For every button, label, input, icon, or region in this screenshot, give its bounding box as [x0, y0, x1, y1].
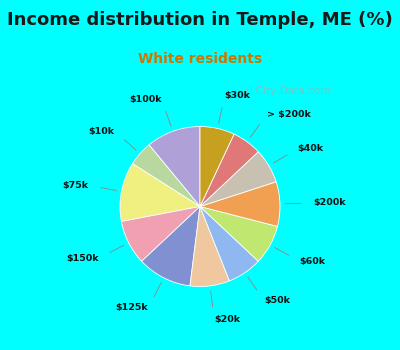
Text: White residents: White residents — [138, 52, 262, 66]
Text: Ⓢ City-Data.com: Ⓢ City-Data.com — [246, 86, 330, 96]
Text: $50k: $50k — [264, 296, 290, 305]
Text: $10k: $10k — [89, 127, 115, 136]
Wedge shape — [190, 206, 230, 287]
Text: $60k: $60k — [300, 257, 326, 266]
Text: $40k: $40k — [298, 144, 324, 153]
Text: $200k: $200k — [314, 198, 346, 208]
Text: $75k: $75k — [62, 181, 88, 190]
Wedge shape — [122, 206, 200, 261]
Text: $20k: $20k — [214, 315, 240, 324]
Wedge shape — [200, 134, 258, 206]
Wedge shape — [200, 182, 280, 226]
Text: $100k: $100k — [129, 95, 162, 104]
Wedge shape — [200, 152, 276, 206]
Wedge shape — [132, 145, 200, 206]
Wedge shape — [142, 206, 200, 286]
Text: $150k: $150k — [66, 253, 99, 262]
Wedge shape — [120, 164, 200, 222]
Text: $125k: $125k — [116, 303, 148, 312]
Wedge shape — [200, 206, 278, 261]
Wedge shape — [149, 126, 200, 206]
Wedge shape — [200, 126, 234, 206]
Text: Income distribution in Temple, ME (%): Income distribution in Temple, ME (%) — [7, 11, 393, 29]
Text: > $200k: > $200k — [267, 110, 311, 119]
Text: $30k: $30k — [225, 91, 251, 100]
Wedge shape — [200, 206, 258, 281]
